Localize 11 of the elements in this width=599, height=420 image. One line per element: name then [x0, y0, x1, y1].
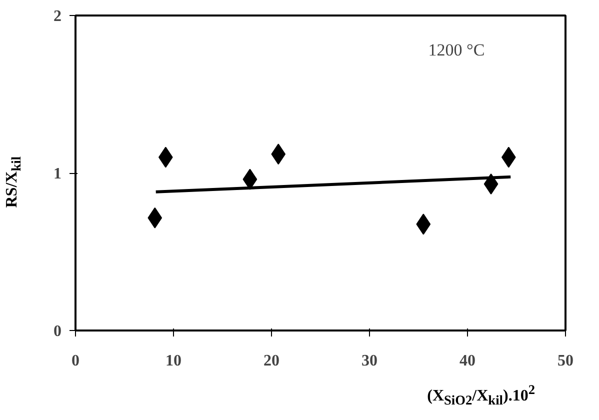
annotation: 1200 °C	[428, 40, 485, 60]
x-tick-label: 50	[558, 352, 574, 370]
y-tick-label: 0	[54, 323, 62, 340]
y-tick-label: 1	[54, 166, 62, 182]
x-tick-label: 30	[362, 352, 378, 370]
x-axis-title: (X$_{SiO2}$/X$_{kil}$).10$^{2}$	[427, 381, 535, 410]
x-tick-label: 20	[264, 352, 280, 370]
y-tick-label: 2	[54, 8, 62, 25]
x-tick-label: 10	[166, 352, 182, 370]
x-tick-label: 0	[72, 352, 80, 370]
x-tick-label: 40	[460, 352, 476, 370]
